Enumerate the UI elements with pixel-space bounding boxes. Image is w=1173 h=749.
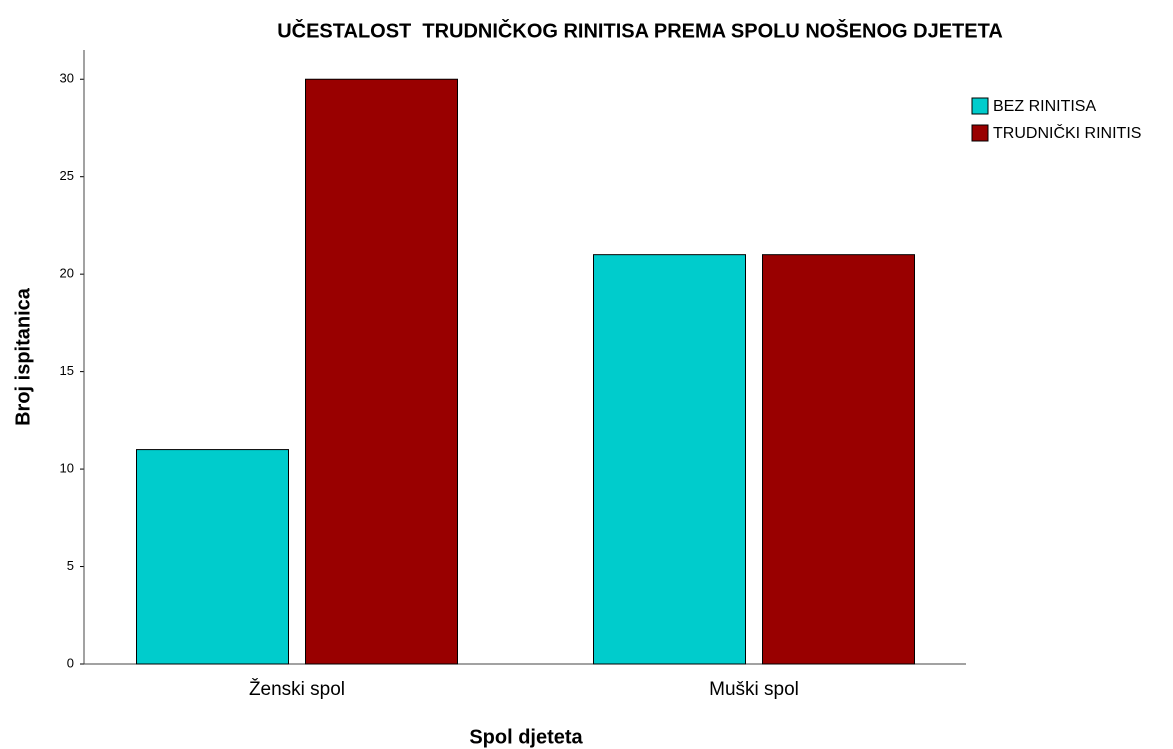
y-axis-label: Broj ispitanica [12,287,34,426]
legend-swatch [971,124,989,142]
bar [762,254,915,665]
x-axis-label: Spol djeteta [469,726,583,748]
y-tick-label: 0 [67,655,74,670]
y-tick-label: 25 [60,168,74,183]
x-tick-label: Ženski spol [249,678,345,700]
y-tick-label: 30 [60,71,74,86]
legend-swatch [971,97,989,115]
y-tick-label: 5 [67,558,74,573]
bar [136,449,289,665]
legend-label: BEZ RINITISA [993,98,1096,115]
y-tick-label: 10 [60,461,74,476]
y-tick-label: 15 [60,363,74,378]
y-tick-label: 20 [60,266,74,281]
legend-label: TRUDNIČKI RINITIS [993,123,1141,142]
chart-title: UČESTALOST TRUDNIČKOG RINITISA PREMA SPO… [277,18,1003,42]
bar [305,78,458,665]
x-tick-label: Muški spol [709,679,799,700]
bar [593,254,746,665]
